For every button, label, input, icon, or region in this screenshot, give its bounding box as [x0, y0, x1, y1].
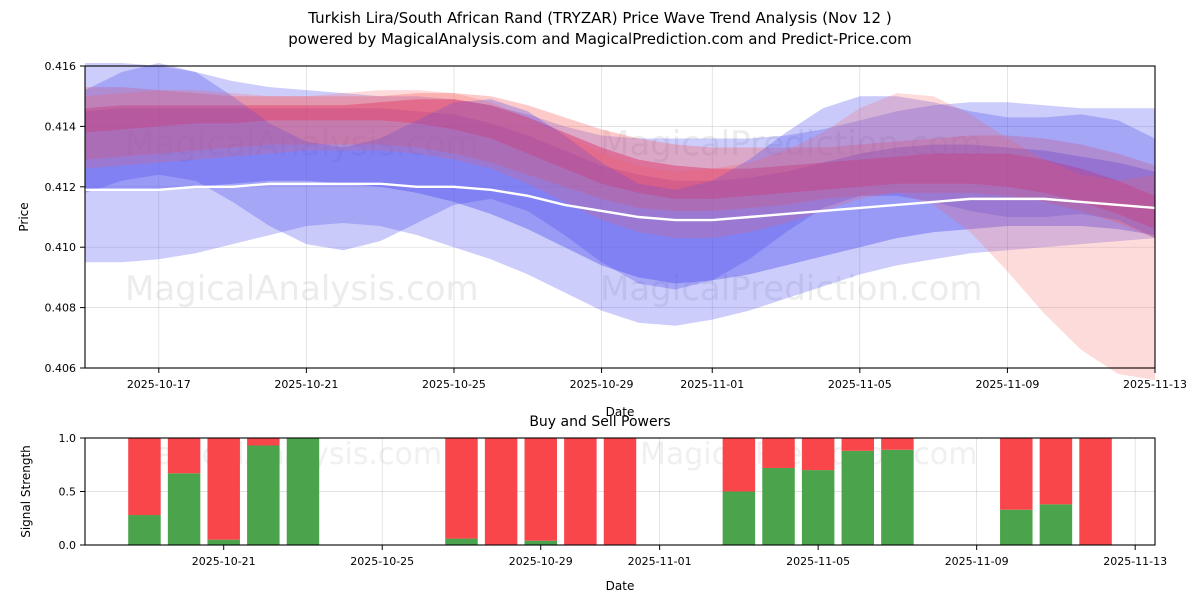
x-tick-label: 2025-10-25	[422, 378, 486, 391]
bar-sell-power[interactable]	[524, 438, 557, 541]
bar-sell-power[interactable]	[603, 438, 637, 545]
x-axis: 2025-10-21 2025-10-25 2025-10-29 2025-11-01…	[192, 545, 1167, 568]
bar-buy-power[interactable]	[286, 438, 320, 545]
bar-sell-power[interactable]	[1079, 438, 1112, 545]
bar-buy-power[interactable]	[1000, 509, 1033, 545]
watermark-text: MagicalAnalysis.com	[125, 269, 479, 309]
bar-buy-power[interactable]	[722, 491, 756, 546]
watermark-group: MagicalAnalysis.com MagicalPrediction.com…	[125, 124, 983, 309]
x-tick-label: 2025-10-29	[509, 555, 573, 568]
power-chart-title: Buy and Sell Powers	[529, 414, 671, 430]
buy-sell-powers-chart: MagicalAnalysis.comMagicalPrediction.com…	[19, 432, 1167, 593]
x-tick-label: 2025-10-29	[570, 378, 634, 391]
bar-sell-power[interactable]	[1039, 438, 1073, 505]
bar-sell-power[interactable]	[841, 438, 875, 451]
bar-buy-power[interactable]	[524, 540, 557, 545]
bar-buy-power[interactable]	[128, 515, 161, 545]
bar-buy-power[interactable]	[801, 470, 835, 545]
bar-buy-power[interactable]	[1039, 504, 1073, 545]
bar-sell-power[interactable]	[207, 438, 240, 540]
y-tick-label: 0.416	[45, 60, 77, 73]
y-tick-label: 0.410	[45, 241, 77, 254]
bar-buy-power[interactable]	[841, 450, 875, 545]
price-band-blue-band-inner	[85, 108, 1155, 284]
bar-sell-power[interactable]	[762, 438, 795, 468]
y-tick-label: 0.412	[45, 181, 77, 194]
bar-buy-power[interactable]	[445, 538, 478, 545]
x-tick-label: 2025-11-09	[945, 555, 1009, 568]
bar-sell-power[interactable]	[247, 438, 280, 446]
price-band-red-band-inner	[85, 99, 1155, 230]
bar-buy-power[interactable]	[167, 473, 201, 545]
x-tick-label: 2025-11-01	[628, 555, 692, 568]
y-axis-label: Signal Strength	[19, 445, 33, 538]
price-band-blue-band-outer	[85, 62, 1155, 326]
watermark-text: MagicalPrediction.com	[600, 269, 983, 309]
y-tick-label: 0.408	[45, 302, 77, 315]
y-tick-label: 0.406	[45, 362, 77, 375]
x-tick-label: 2025-11-05	[786, 555, 850, 568]
y-axis: 0.0 0.5 1.0	[59, 432, 85, 552]
x-tick-label: 2025-11-13	[1103, 555, 1167, 568]
bar-sell-power[interactable]	[881, 438, 914, 450]
x-tick-label: 2025-10-17	[127, 378, 191, 391]
bar-sell-power[interactable]	[722, 438, 756, 492]
bar-sell-power[interactable]	[801, 438, 835, 471]
y-axis: 0.406 0.408 0.410 0.412 0.414 0.416	[45, 60, 85, 375]
bar-sell-power[interactable]	[564, 438, 597, 545]
y-axis-label: Price	[17, 202, 31, 231]
bar-sell-power[interactable]	[484, 438, 518, 545]
bar-group	[128, 438, 1112, 545]
bar-buy-power[interactable]	[207, 539, 240, 545]
x-axis-label: Date	[606, 579, 635, 593]
x-tick-label: 2025-11-13	[1123, 378, 1187, 391]
x-axis: 2025-10-17 2025-10-21 2025-10-25 2025-10-29…	[127, 368, 1187, 391]
y-tick-label: 0.414	[45, 120, 77, 133]
bar-buy-power[interactable]	[881, 449, 914, 545]
x-tick-label: 2025-10-21	[274, 378, 338, 391]
bar-sell-power[interactable]	[167, 438, 201, 474]
price-wave-chart: MagicalAnalysis.com MagicalPrediction.com…	[17, 60, 1187, 419]
bar-buy-power[interactable]	[247, 445, 280, 545]
x-tick-label: 2025-10-25	[350, 555, 414, 568]
price-band-blue-wave-diagonal	[85, 62, 1155, 290]
x-tick-label: 2025-10-21	[192, 555, 256, 568]
plot-frame	[84, 65, 1156, 369]
y-tick-label: 0.5	[59, 486, 77, 499]
x-tick-label: 2025-11-05	[828, 378, 892, 391]
x-axis-label: Date	[606, 405, 635, 419]
price-band-red-wave-tail	[85, 90, 1155, 381]
x-tick-label: 2025-11-01	[680, 378, 744, 391]
page-title: Turkish Lira/South African Rand (TRYZAR)…	[0, 8, 1200, 50]
bar-sell-power[interactable]	[1000, 438, 1033, 510]
x-tick-label: 2025-11-09	[975, 378, 1039, 391]
title-line-primary: Turkish Lira/South African Rand (TRYZAR)…	[308, 9, 892, 27]
price-line-mid-price-line	[85, 182, 1156, 222]
watermark-text: MagicalAnalysis.com	[125, 124, 479, 164]
bar-sell-power[interactable]	[128, 438, 161, 516]
title-line-secondary: powered by MagicalAnalysis.com and Magic…	[288, 30, 912, 48]
y-tick-label: 1.0	[59, 432, 77, 445]
bar-buy-power[interactable]	[762, 467, 795, 545]
y-tick-label: 0.0	[59, 539, 77, 552]
bar-sell-power[interactable]	[445, 438, 478, 539]
band-group	[85, 62, 1156, 381]
